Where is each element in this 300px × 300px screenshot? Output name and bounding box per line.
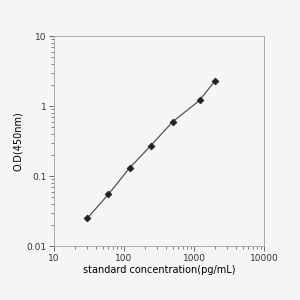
Y-axis label: O.D(450nm): O.D(450nm)	[14, 111, 23, 171]
X-axis label: standard concentration(pg/mL): standard concentration(pg/mL)	[83, 266, 235, 275]
